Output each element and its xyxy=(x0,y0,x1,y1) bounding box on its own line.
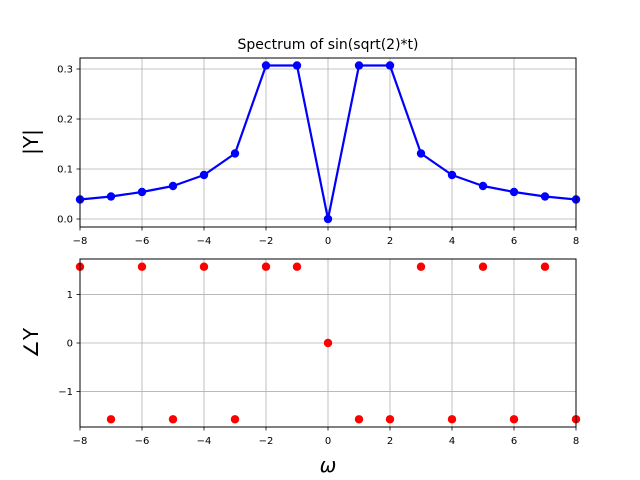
x-tick-label: −2 xyxy=(259,236,274,247)
x-tick-label: −4 xyxy=(197,436,212,447)
magnitude-plot: Spectrum of sin(sqrt(2)*t) |Y| −8 −6 −4 −2 0… xyxy=(19,37,581,247)
data-point xyxy=(509,187,519,197)
data-point xyxy=(385,415,395,424)
data-point xyxy=(385,61,395,70)
data-point xyxy=(106,415,116,424)
y-tick-label: 1 xyxy=(67,290,73,301)
x-tick-label: 0 xyxy=(325,236,331,247)
x-tick-label: −8 xyxy=(73,236,88,247)
x-ticks-phase: −8 −6 −4 −2 0 2 4 6 8 xyxy=(73,427,579,447)
y-axis-label-phase: ∠Y xyxy=(19,327,43,358)
x-tick-label: 6 xyxy=(511,236,517,247)
data-point xyxy=(540,262,550,271)
x-tick-label: −6 xyxy=(135,436,150,447)
data-point xyxy=(261,61,271,70)
series-phase xyxy=(75,262,581,424)
x-tick-label: 6 xyxy=(511,436,517,447)
data-point xyxy=(447,415,457,424)
y-tick-label: 0.3 xyxy=(57,65,73,76)
x-ticks-magnitude: −8 −6 −4 −2 0 2 4 6 8 xyxy=(73,227,579,247)
x-tick-label: −8 xyxy=(73,436,88,447)
data-point xyxy=(416,262,426,271)
data-point xyxy=(230,149,240,158)
data-point xyxy=(137,187,147,197)
y-ticks-phase: −1 0 1 xyxy=(58,290,80,398)
x-tick-label: 2 xyxy=(387,236,393,247)
y-tick-label: 0.0 xyxy=(57,215,73,226)
data-point xyxy=(416,149,426,158)
chart-title: Spectrum of sin(sqrt(2)*t) xyxy=(238,37,419,53)
x-axis-label: ω xyxy=(320,453,337,477)
data-point xyxy=(478,181,488,191)
x-tick-label: 4 xyxy=(449,436,455,447)
data-point xyxy=(323,214,333,224)
y-tick-label: −1 xyxy=(58,387,73,398)
data-point xyxy=(106,192,116,201)
data-point xyxy=(292,262,302,271)
data-point xyxy=(292,61,302,70)
x-tick-label: 8 xyxy=(573,436,579,447)
data-point xyxy=(323,338,333,348)
data-point xyxy=(261,262,271,271)
y-axis-label-magnitude: |Y| xyxy=(19,129,43,155)
data-point xyxy=(509,415,519,424)
data-point xyxy=(230,415,240,424)
data-point xyxy=(478,262,488,271)
y-tick-label: 0.1 xyxy=(57,165,73,176)
data-point xyxy=(354,415,364,424)
x-tick-label: 8 xyxy=(573,236,579,247)
data-point xyxy=(447,170,457,180)
data-point xyxy=(199,170,209,180)
x-tick-label: 4 xyxy=(449,236,455,247)
y-tick-label: 0 xyxy=(67,339,73,350)
data-point xyxy=(168,181,178,191)
y-tick-label: 0.2 xyxy=(57,115,73,126)
data-point xyxy=(168,415,178,424)
x-tick-label: 2 xyxy=(387,436,393,447)
x-tick-label: −2 xyxy=(259,436,274,447)
x-tick-label: −4 xyxy=(197,236,212,247)
x-tick-label: −6 xyxy=(135,236,150,247)
phase-plot: ∠Y ω −8 −6 −4 −2 0 2 4 6 8 −1 0 1 xyxy=(19,258,581,477)
series-magnitude xyxy=(75,61,581,224)
data-point xyxy=(354,61,364,70)
data-point xyxy=(199,262,209,271)
x-tick-label: 0 xyxy=(325,436,331,447)
data-point xyxy=(540,192,550,201)
y-ticks-magnitude: 0.0 0.1 0.2 0.3 xyxy=(57,65,80,226)
data-point xyxy=(137,262,147,271)
